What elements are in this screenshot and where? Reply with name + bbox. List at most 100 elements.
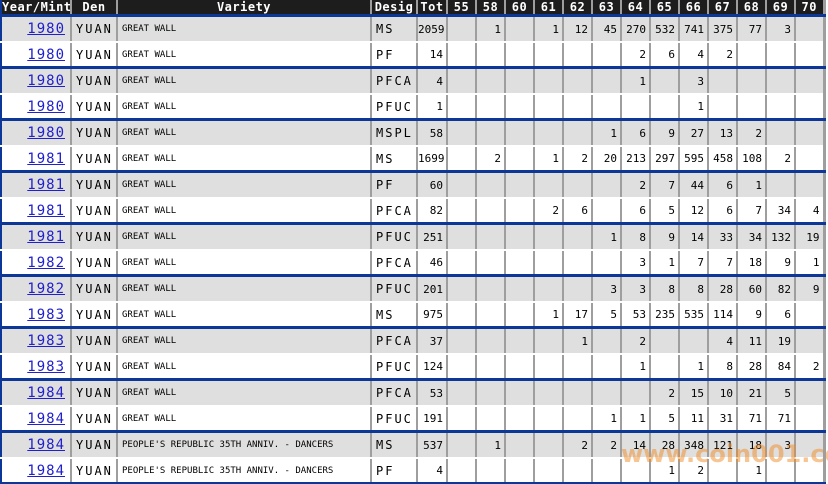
grade-64-cell: 1 [621,67,651,95]
grade-64-cell: 2 [621,327,651,355]
grade-67-cell: 458 [708,146,738,173]
year-link[interactable]: 1983 [27,358,65,375]
year-mint-cell: 1984 [1,406,72,433]
table-row: 1982 YUAN GREAT WALL PFUC 201 3 3 8 8 28 60 82… [1,275,825,303]
grade-68-cell: 7 [737,198,767,225]
desig-cell: PFCA [371,327,418,355]
grade-66-cell: 741 [679,15,709,43]
total-cell: 37 [417,327,448,355]
variety-cell: GREAT WALL [117,198,372,225]
grade-67-cell: 375 [708,15,738,43]
total-cell: 82 [417,198,448,225]
grade-64-cell: 2 [621,171,651,199]
grade-67-cell [708,458,738,484]
variety-label: GREAT WALL [122,153,177,164]
grade-69-cell [766,458,796,484]
grade-58-cell [476,250,506,277]
grade-68-cell [737,42,767,69]
column-header-60: 60 [505,0,535,17]
column-header-tot: Tot [417,0,448,17]
grade-69-cell: 84 [766,354,796,381]
grade-66-cell: 7 [679,250,709,277]
grade-66-cell: 44 [679,171,709,199]
year-mint-cell: 1981 [1,198,72,225]
total-cell: 191 [417,406,448,433]
grade-61-cell [534,275,564,303]
year-link[interactable]: 1980 [27,125,65,141]
grade-62-cell [563,171,593,199]
den-cell: YUAN [71,67,118,95]
den-cell: YUAN [71,275,118,303]
year-link[interactable]: 1980 [27,73,65,89]
grade-58-cell [476,302,506,329]
year-mint-cell: 1982 [1,250,72,277]
year-link[interactable]: 1981 [27,229,65,245]
grade-55-cell [447,379,477,407]
desig-cell: PFCA [371,198,418,225]
grade-65-cell: 5 [650,406,680,433]
year-link[interactable]: 1981 [27,177,65,193]
year-link[interactable]: 1984 [27,462,65,479]
grade-65-cell: 2 [650,379,680,407]
grade-62-cell [563,379,593,407]
variety-cell: GREAT WALL [117,119,372,147]
total-cell: 537 [417,431,448,459]
column-header-63: 63 [592,0,622,17]
variety-cell: GREAT WALL [117,15,372,43]
grade-55-cell [447,406,477,433]
grade-55-cell [447,15,477,43]
grade-70-cell [795,119,825,147]
grade-69-cell: 132 [766,223,796,251]
total-cell: 14 [417,42,448,69]
year-link[interactable]: 1982 [27,281,65,297]
grade-68-cell: 108 [737,146,767,173]
grade-55-cell [447,171,477,199]
year-link[interactable]: 1984 [27,410,65,427]
grade-63-cell: 5 [592,302,622,329]
year-link[interactable]: 1981 [27,150,65,167]
grade-66-cell: 14 [679,223,709,251]
grade-69-cell [766,67,796,95]
den-cell: YUAN [71,94,118,121]
grade-55-cell [447,67,477,95]
grade-70-cell: 1 [795,250,825,277]
year-link[interactable]: 1980 [27,98,65,115]
year-link[interactable]: 1984 [27,385,65,401]
year-link[interactable]: 1980 [27,21,65,37]
grade-62-cell [563,275,593,303]
den-cell: YUAN [71,250,118,277]
grade-61-cell [534,171,564,199]
year-mint-cell: 1980 [1,94,72,121]
grade-63-cell [592,198,622,225]
grade-55-cell [447,42,477,69]
variety-cell: GREAT WALL [117,171,372,199]
grade-66-cell: 4 [679,42,709,69]
grade-63-cell: 1 [592,223,622,251]
year-link[interactable]: 1983 [27,333,65,349]
desig-cell: MS [371,302,418,329]
grade-61-cell [534,94,564,121]
year-link[interactable]: 1982 [27,254,65,271]
grade-69-cell: 71 [766,406,796,433]
grade-61-cell [534,223,564,251]
grade-68-cell [737,94,767,121]
grade-64-cell: 6 [621,119,651,147]
variety-cell: GREAT WALL [117,406,372,433]
total-cell: 201 [417,275,448,303]
grade-55-cell [447,223,477,251]
grade-55-cell [447,250,477,277]
grade-68-cell: 60 [737,275,767,303]
den-cell: YUAN [71,15,118,43]
grade-64-cell [621,94,651,121]
year-link[interactable]: 1984 [27,437,65,453]
year-link[interactable]: 1980 [27,46,65,63]
year-link[interactable]: 1981 [27,202,65,219]
grade-63-cell [592,354,622,381]
table-row: 1980 YUAN GREAT WALL MS 2059 1 1 12 45 270 53… [1,15,825,43]
year-link[interactable]: 1983 [27,306,65,323]
grade-58-cell: 1 [476,15,506,43]
grade-58-cell [476,275,506,303]
grade-67-cell: 28 [708,275,738,303]
